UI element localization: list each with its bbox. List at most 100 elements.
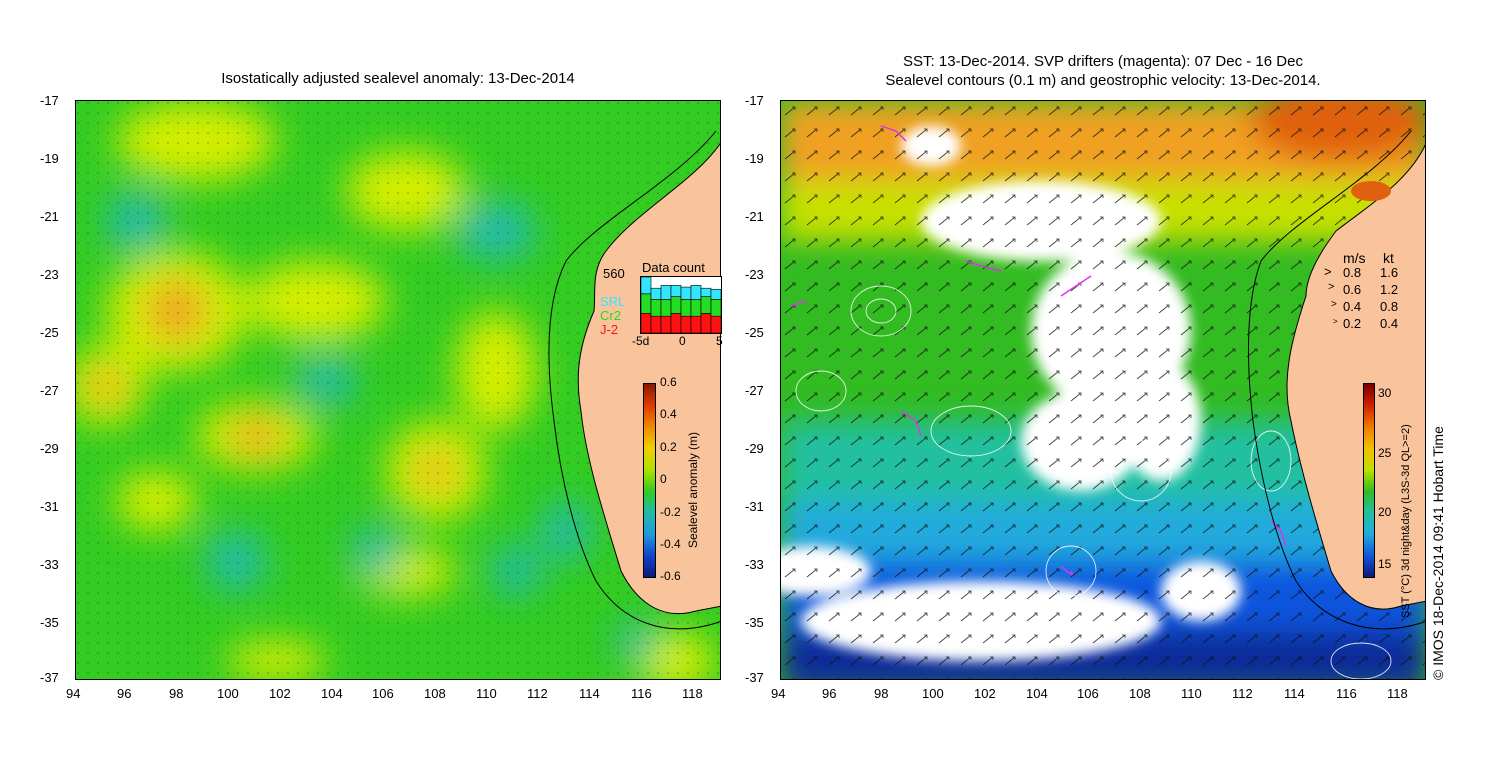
colorbar-tick-label: 0.6 [660, 375, 677, 389]
colorbar-tick-label: 15 [1378, 557, 1392, 571]
x-tick-label: 98 [874, 686, 889, 701]
y-tick-label: -21 [745, 209, 764, 224]
velocity-ms-value: 0.4 [1343, 299, 1362, 314]
x-tick-label: 106 [1077, 686, 1099, 701]
data-count-bar-srl [690, 285, 702, 300]
y-tick-label: -33 [40, 557, 59, 572]
data-count-bar-cr2 [660, 299, 672, 317]
colorbar-title: SST (°C) 3d night&day (L3S-3d QL>=2) [1400, 424, 1412, 618]
data-count-bar-srl [700, 287, 712, 297]
colorbar-tick-label: 0.2 [660, 440, 677, 454]
colorbar-tick-label: -0.6 [660, 569, 681, 583]
colorbar-title: Sealevel anomaly (m) [686, 431, 700, 548]
data-count-bar-j2 [670, 313, 682, 333]
y-tick-label: -27 [745, 383, 764, 398]
x-tick-label: 94 [66, 686, 81, 701]
data-count-bar-cr2 [670, 296, 682, 314]
velocity-ms-value: 0.6 [1343, 282, 1362, 297]
x-tick-label: 96 [822, 686, 837, 701]
y-tick-label: -37 [40, 670, 59, 685]
y-tick-label: -25 [40, 325, 59, 340]
data-count-title: Data count [642, 260, 705, 275]
data-count-bar-srl [650, 287, 662, 300]
y-tick-label: -23 [745, 267, 764, 282]
right-map-title-line2: Sealevel contours (0.1 m) and geostrophi… [885, 72, 1321, 89]
x-tick-label: 102 [974, 686, 996, 701]
data-count-bar-j2 [660, 315, 672, 333]
colorbar-tick-label: -0.4 [660, 537, 681, 551]
data-count-bar-cr2 [641, 293, 652, 314]
right-map-title-line1: SST: 13-Dec-2014. SVP drifters (magenta)… [903, 53, 1303, 70]
velocity-arrow-icon: > [1324, 264, 1332, 279]
sealevel-anomaly-map [75, 100, 721, 680]
data-count-bar-cr2 [710, 299, 721, 317]
x-tick-label: 108 [424, 686, 446, 701]
x-tick-label: 110 [476, 686, 497, 701]
velocity-kt-value: 1.2 [1380, 282, 1399, 297]
data-count-bar-chart [640, 276, 722, 334]
data-count-bar-srl [660, 285, 672, 300]
x-tick-label: 114 [579, 686, 600, 701]
satellite-srl-label: SRL [600, 294, 626, 309]
velocity-kt-value: 1.6 [1380, 265, 1399, 280]
data-count-x-label: 5 [716, 334, 723, 348]
colorbar-tick-label: 0.4 [660, 407, 677, 421]
y-tick-label: -29 [745, 441, 764, 456]
data-count-x-label: -5d [632, 334, 650, 348]
y-tick-label: -31 [745, 499, 764, 514]
y-tick-label: -17 [745, 93, 764, 108]
y-tick-label: -21 [40, 209, 59, 224]
left-map-title: Isostatically adjusted sealevel anomaly:… [221, 70, 575, 87]
y-tick-label: -35 [745, 615, 764, 630]
data-count-bar-j2 [650, 315, 662, 333]
y-tick-label: -37 [745, 670, 764, 685]
x-tick-label: 112 [527, 686, 548, 701]
x-tick-label: 96 [117, 686, 132, 701]
y-tick-label: -27 [40, 383, 59, 398]
velocity-unit-kt: kt [1383, 250, 1394, 266]
colorbar-tick-label: 30 [1378, 386, 1392, 400]
satellite-j2-label: J-2 [600, 322, 619, 337]
data-count-bar-cr2 [700, 296, 712, 314]
x-tick-label: 104 [1026, 686, 1048, 701]
velocity-arrow-icon: > [1328, 281, 1335, 293]
x-tick-label: 110 [1181, 686, 1202, 701]
velocity-arrow-icon: > [1333, 317, 1338, 326]
x-tick-label: 116 [631, 686, 652, 701]
data-count-x-label: 0 [679, 334, 686, 348]
data-count-bar-cr2 [650, 299, 662, 317]
x-tick-label: 94 [771, 686, 786, 701]
y-tick-label: -25 [745, 325, 764, 340]
data-count-bar-cr2 [690, 299, 702, 317]
data-count-bar-j2 [641, 313, 652, 333]
x-tick-label: 118 [682, 686, 703, 701]
sealevel-anomaly-colorbar [643, 383, 656, 578]
colorbar-tick-label: -0.2 [660, 505, 681, 519]
x-tick-label: 100 [217, 686, 239, 701]
y-tick-label: -19 [40, 151, 59, 166]
sst-colorbar [1363, 383, 1375, 578]
velocity-kt-value: 0.8 [1380, 299, 1399, 314]
satellite-cr2-label: Cr2 [600, 308, 621, 323]
x-tick-label: 108 [1129, 686, 1151, 701]
data-count-bar-j2 [690, 315, 702, 333]
x-tick-label: 112 [1232, 686, 1253, 701]
y-tick-label: -35 [40, 615, 59, 630]
data-count-bar-j2 [680, 315, 692, 333]
x-tick-label: 104 [321, 686, 343, 701]
x-tick-label: 98 [169, 686, 184, 701]
data-count-bar-srl [680, 286, 692, 300]
data-count-bar-srl [710, 289, 721, 300]
colorbar-tick-label: 25 [1378, 446, 1392, 460]
y-tick-label: -23 [40, 267, 59, 282]
y-tick-label: -33 [745, 557, 764, 572]
velocity-ms-value: 0.2 [1343, 316, 1362, 331]
x-tick-label: 116 [1336, 686, 1357, 701]
x-tick-label: 106 [372, 686, 394, 701]
velocity-kt-value: 0.4 [1380, 316, 1399, 331]
sst-map [780, 100, 1426, 680]
data-count-bar-srl [641, 277, 652, 295]
velocity-ms-value: 0.8 [1343, 265, 1362, 280]
x-tick-label: 118 [1387, 686, 1408, 701]
data-count-bar-srl [670, 285, 682, 297]
